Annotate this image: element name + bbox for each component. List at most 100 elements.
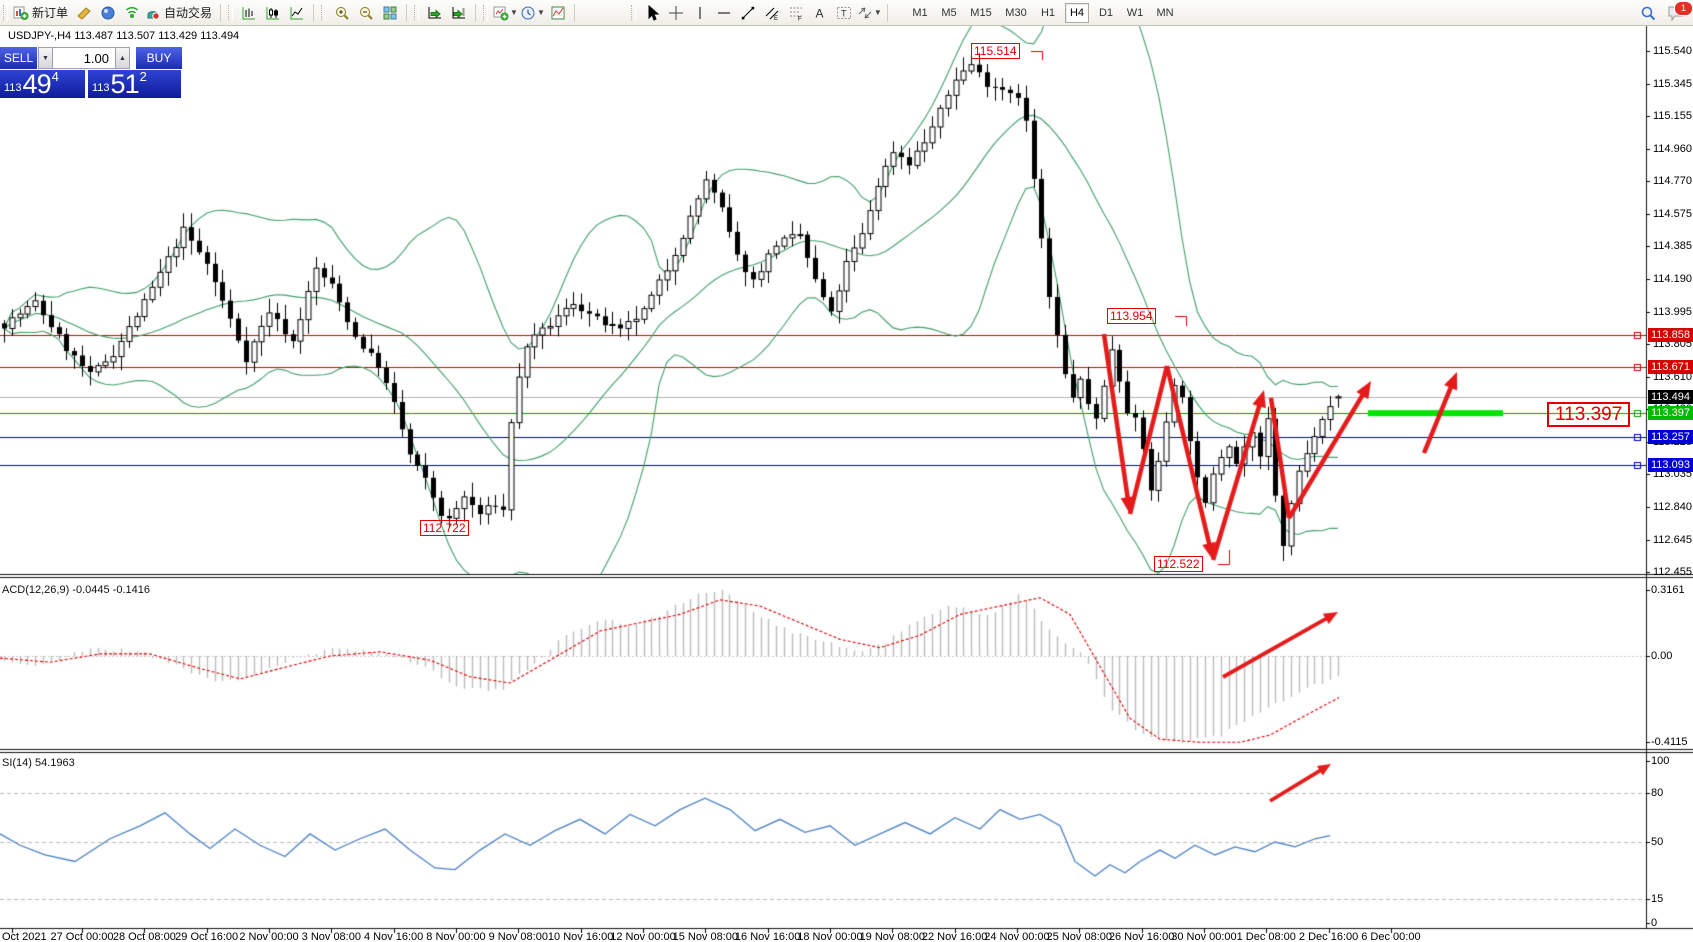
sell-button[interactable]: SELL: [0, 47, 37, 69]
time-axis-label: 1 Dec 08:00: [1236, 931, 1296, 942]
highlight-button[interactable]: [72, 3, 96, 23]
line-chart-button[interactable]: [285, 3, 309, 23]
rsi-axis-tick: 0: [1651, 917, 1658, 929]
arrows-button[interactable]: ▼: [856, 3, 883, 23]
volume-input[interactable]: 1.00: [53, 47, 115, 69]
toolbar-separator: [573, 3, 575, 22]
toolbar-grip[interactable]: [414, 4, 420, 21]
timeframe-M15[interactable]: M15: [970, 7, 992, 19]
time-axis-label: 18 Nov 00:00: [797, 931, 863, 942]
zoom-out-button[interactable]: [354, 3, 378, 23]
community-button[interactable]: [96, 3, 120, 23]
label-icon: T: [836, 5, 852, 21]
timeframe-W1[interactable]: W1: [1126, 7, 1144, 19]
vertical-line-button[interactable]: [688, 3, 712, 23]
time-axis-label: 22 Nov 16:00: [921, 931, 988, 942]
toolbar-grip[interactable]: [483, 4, 489, 21]
chart-shift-button[interactable]: [447, 3, 471, 23]
notifications-button[interactable]: 1: [1667, 1, 1693, 22]
toolbar-grip[interactable]: [630, 4, 636, 21]
timeframe-toolbar: M1 M5 M15 M30 H1 H4 D1 W1 MN: [908, 3, 1178, 23]
text-label-button[interactable]: T: [832, 3, 856, 23]
new-chart-button[interactable]: ▼: [492, 3, 519, 23]
main-toolbar: 新订单 自动交易 ▼ ▼ E F A T ▼ M1 M5 M15 M30 H1 H4 D1 W1 MN 1: [0, 0, 1693, 26]
time-axis-label: 6 Dec 00:00: [1361, 931, 1421, 942]
chevron-down-icon[interactable]: ▼: [873, 8, 882, 17]
signals-button[interactable]: [120, 3, 144, 23]
price-badge: 113.257: [1648, 429, 1693, 444]
timeframe-D1[interactable]: D1: [1098, 7, 1114, 19]
timeframe-M1[interactable]: M1: [912, 7, 928, 19]
buy-price[interactable]: 113 51 2: [88, 69, 181, 98]
zoom-in-button[interactable]: [330, 3, 354, 23]
equidistant-channel-button[interactable]: E: [760, 3, 784, 23]
bar-chart-button[interactable]: [237, 3, 261, 23]
autoscroll-button[interactable]: [423, 3, 447, 23]
timeframe-H1[interactable]: H1: [1040, 7, 1056, 19]
text-button[interactable]: A: [808, 3, 832, 23]
time-axis-label: 4 Nov 16:00: [363, 931, 424, 942]
buy-button[interactable]: BUY: [136, 47, 182, 69]
cursor-icon: [644, 4, 660, 21]
autotrade-button[interactable]: 自动交易: [144, 3, 216, 23]
rsi-axis-tick: 15: [1651, 892, 1664, 905]
chevron-down-icon[interactable]: ▼: [510, 8, 518, 17]
new-order-button[interactable]: 新订单: [12, 3, 72, 23]
sell-price-figure: 113: [4, 82, 22, 94]
shapes-icon: [857, 5, 873, 21]
candlestick-icon: [265, 5, 281, 21]
price-axis-tick: 113.995: [1653, 306, 1692, 319]
toolbar-grip[interactable]: [321, 4, 327, 21]
toolbar-grip[interactable]: [228, 4, 234, 21]
time-axis-label: 3 Nov 08:00: [301, 931, 361, 942]
sell-price[interactable]: 113 49 4: [0, 69, 85, 98]
search-button[interactable]: [1636, 3, 1660, 23]
indicators-button[interactable]: [546, 3, 570, 23]
volume-down-button[interactable]: ▼: [38, 47, 53, 69]
price-axis-tick: 114.960: [1653, 143, 1692, 156]
macd-axis-tick: -0.4115: [1651, 735, 1688, 748]
profile-icon: [100, 5, 116, 21]
price-axis-tick: 112.455: [1653, 566, 1692, 579]
price-badge: 113.858: [1648, 328, 1693, 343]
timeframe-MN[interactable]: MN: [1156, 7, 1174, 19]
timeframe-H4[interactable]: H4: [1065, 3, 1089, 23]
timeframe-M30[interactable]: M30: [1005, 7, 1027, 19]
zoom-in-icon: [334, 5, 350, 21]
price-label-target[interactable]: 113.397: [1547, 402, 1631, 427]
fibonacci-button[interactable]: F: [784, 3, 808, 23]
rsi-axis-tick: 100: [1651, 755, 1670, 767]
timeframe-M5[interactable]: M5: [941, 7, 957, 19]
periods-button[interactable]: ▼: [519, 3, 546, 23]
price-label-high[interactable]: 115.514: [971, 43, 1020, 59]
horizontal-line-button[interactable]: [712, 3, 736, 23]
crosshair-icon: [668, 5, 684, 21]
channel-icon: E: [764, 5, 780, 21]
price-label-low2[interactable]: 112.522: [1154, 556, 1203, 572]
time-axis-label: 25 Nov 08:00: [1046, 931, 1112, 942]
price-label-low1[interactable]: 112.722: [420, 520, 469, 536]
highlight-icon: [76, 5, 92, 21]
candlestick-button[interactable]: [261, 3, 285, 23]
toolbar-separator: [475, 3, 477, 22]
macd-axis-tick: 0.3161: [1651, 584, 1685, 597]
rsi-axis-tick: 80: [1651, 787, 1664, 800]
price-badge: 113.397: [1648, 406, 1693, 421]
time-axis-label: 29 Oct 16:00: [175, 931, 239, 942]
toolbar-grip[interactable]: [3, 4, 8, 21]
trendline-button[interactable]: [736, 3, 760, 23]
chevron-down-icon[interactable]: ▼: [536, 8, 545, 17]
hline-icon: [716, 5, 732, 21]
tile-windows-button[interactable]: [378, 3, 402, 23]
buy-price-point: 2: [139, 69, 147, 84]
chart-shift-icon: [451, 5, 467, 21]
svg-text:T: T: [841, 8, 847, 18]
crosshair-button[interactable]: [664, 3, 688, 23]
cursor-button[interactable]: [640, 3, 664, 23]
volume-up-button[interactable]: ▲: [115, 47, 130, 69]
time-axis-label: 28 Oct 08:00: [112, 931, 176, 942]
price-label-breakdown[interactable]: 113.954: [1107, 308, 1156, 324]
autoscroll-icon: [427, 5, 443, 21]
